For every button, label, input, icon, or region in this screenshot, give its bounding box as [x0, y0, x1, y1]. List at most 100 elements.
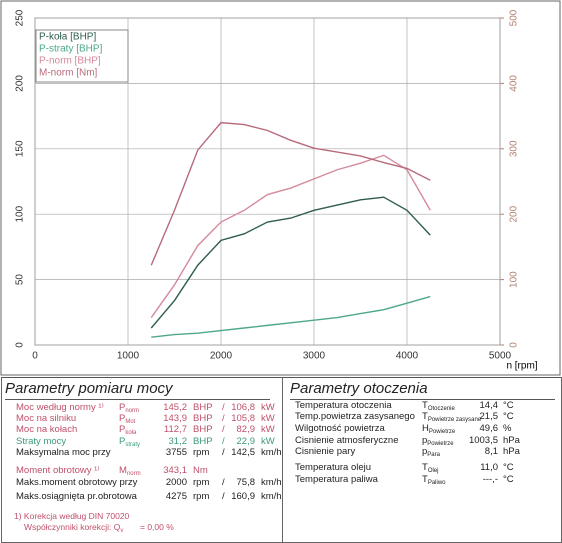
row-label: Straty mocy [16, 436, 67, 447]
title-rule [290, 399, 555, 400]
series-line [150, 121, 431, 266]
x-tick-label: 0 [32, 351, 38, 362]
row-label: Cisnienie atmosferyczne [295, 435, 399, 446]
y2-tick-label: 400 [509, 75, 520, 92]
row-symbol: Pstraty [119, 436, 141, 448]
y2-tick-label: 0 [509, 342, 520, 348]
row-label: Temperatura paliwa [295, 474, 378, 485]
row-label: Maks.moment obrotowy przy [16, 477, 138, 488]
row-symbol-sub: norm [125, 408, 140, 414]
row-symbol-sub: straty [125, 442, 141, 448]
row-sep: / [222, 402, 225, 413]
row-value: 2000 [165, 477, 187, 488]
row-value: 343,1 [163, 465, 187, 476]
chart: n [rpm] 05010015020025001002003004005000… [0, 0, 561, 376]
row-unit: °C [503, 462, 514, 473]
footnote: 1) Korekcja według DIN 70020 [14, 511, 130, 521]
row-unit: rpm [193, 447, 210, 458]
row-value2: 82,9 [236, 424, 256, 435]
row-sep: / [222, 436, 225, 447]
correction-factor-sub: v [120, 528, 124, 534]
row-symbol: Mnorm [119, 465, 141, 477]
row-value: 1003,5 [468, 435, 498, 446]
row-sep: / [222, 477, 225, 488]
row-value2: 160,9 [231, 491, 255, 502]
row-unit: °C [503, 474, 514, 485]
row-value2: 106,8 [231, 402, 255, 413]
row-value: ---,- [482, 474, 498, 485]
row-sep: / [222, 491, 225, 502]
y-tick-label: 0 [15, 342, 26, 348]
row-unit2: kW [261, 424, 275, 435]
row-value2: 22,9 [236, 436, 256, 447]
x-tick-label: 1000 [117, 351, 140, 362]
row-unit: rpm [193, 477, 210, 488]
y-tick-label: 150 [15, 140, 26, 157]
row-value: 143,9 [163, 413, 187, 424]
legend-entry: P-norm [BHP] [39, 56, 101, 67]
row-symbol-sub: Olej [427, 468, 439, 474]
row-symbol-sub: norm [126, 471, 141, 477]
row-value2: 105,8 [231, 413, 255, 424]
row-symbol-sub: Paliwo [427, 480, 446, 486]
title-rule [5, 399, 270, 400]
row-value: 31,2 [168, 436, 188, 447]
row-unit: BHP [193, 413, 213, 424]
x-axis-label: n [rpm] [506, 361, 537, 372]
series-line [151, 295, 431, 338]
row-unit2: km/h [261, 491, 282, 502]
row-symbol: HPowietrze [422, 423, 456, 435]
row-unit: BHP [193, 436, 213, 447]
row-sep: / [222, 413, 225, 424]
row-symbol-sub: Otoczenie [427, 406, 455, 412]
row-symbol-sub: Powietrze [427, 441, 454, 447]
table-title: Parametry pomiaru mocy [5, 380, 173, 397]
row-value: 112,7 [163, 424, 187, 435]
row-value: 14,4 [479, 400, 499, 411]
x-tick-label: 2000 [210, 351, 233, 362]
row-unit2: km/h [261, 447, 282, 458]
row-symbol: pPowietrze [422, 435, 454, 447]
row-label: Temperatura oleju [295, 462, 372, 473]
legend-entry: M-norm [Nm] [39, 68, 98, 79]
row-label: Wilgotność powietrza [295, 423, 385, 434]
row-label: Maks.osiągnięta pr.obrotowa [16, 491, 137, 502]
y-tick-label: 200 [15, 75, 26, 92]
row-label: Moc na kołach [16, 424, 78, 435]
y-tick-label: 250 [15, 9, 26, 26]
row-unit: hPa [503, 446, 520, 457]
row-label: Moc na silniku [16, 413, 77, 424]
row-symbol-sub: Mot [125, 419, 136, 425]
row-unit2: km/h [261, 477, 282, 488]
row-value2: 75,8 [236, 477, 256, 488]
row-value: 49,6 [479, 423, 499, 434]
row-symbol: TPowietrze zasysane [422, 411, 482, 423]
correction-factor: Współczynniki korekcji: Qv [24, 522, 124, 534]
row-label: Moc według normy ¹⁾ [16, 402, 104, 413]
table-title: Parametry otoczenia [290, 380, 428, 397]
row-unit: Nm [193, 465, 208, 476]
series-line [150, 196, 431, 329]
row-unit: hPa [503, 435, 520, 446]
row-value: 11,0 [480, 462, 498, 473]
row-symbol: Pkoła [119, 424, 137, 436]
row-label: Cisnienie pary [295, 446, 356, 457]
row-sep: / [222, 424, 225, 435]
row-label: Temp.powietrza zasysanego [295, 411, 415, 422]
row-symbol-sub: Para [427, 452, 440, 458]
row-unit: rpm [193, 491, 210, 502]
row-unit: % [503, 423, 512, 434]
row-label: Moment obrotowy ¹⁾ [16, 465, 100, 476]
row-symbol-sub: Powietrze zasysane [427, 417, 482, 423]
x-tick-label: 3000 [303, 351, 326, 362]
row-unit2: kW [261, 436, 275, 447]
chart-frame [0, 0, 561, 376]
y2-tick-label: 200 [509, 205, 520, 222]
row-value: 21,5 [479, 411, 499, 422]
divider [282, 377, 283, 542]
legend-entry: P-straty [BHP] [39, 44, 103, 55]
series-line [150, 154, 431, 318]
row-unit: BHP [193, 424, 213, 435]
row-label: Maksymalna moc przy [16, 447, 111, 458]
row-unit: °C [503, 411, 514, 422]
